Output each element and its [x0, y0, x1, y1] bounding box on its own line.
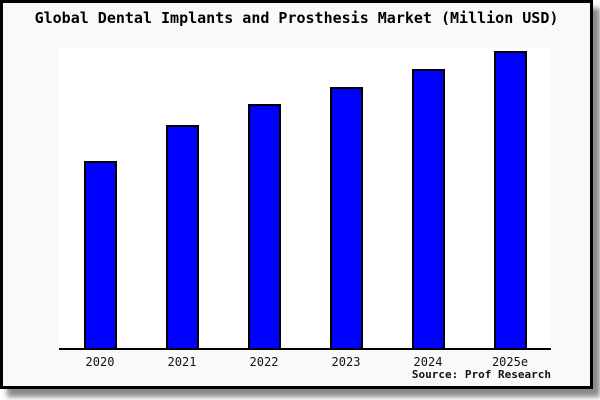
plot-area [59, 48, 551, 350]
bar-2025e [493, 51, 527, 348]
x-tick-label-2021: 2021 [167, 355, 197, 369]
bar-2020 [83, 160, 117, 348]
bar-slot-2023 [305, 48, 387, 348]
bar-slot-2022 [223, 48, 305, 348]
bar-2023 [329, 86, 363, 348]
x-axis-labels: 2020 2021 2022 2023 2024 2025e [59, 355, 551, 369]
x-tick-label-2025e: 2025e [491, 355, 529, 369]
bar-2021 [165, 125, 199, 348]
bar-slot-2021 [141, 48, 223, 348]
chart-title: Global Dental Implants and Prosthesis Ma… [34, 9, 559, 27]
bar-slot-2020 [59, 48, 141, 348]
x-tick-label-2020: 2020 [85, 355, 115, 369]
x-tick-label-2023: 2023 [331, 355, 361, 369]
bar-2024 [411, 68, 445, 348]
bar-slot-2024 [387, 48, 469, 348]
source-attribution: Source: Prof Research [411, 368, 551, 381]
bar-2022 [247, 104, 281, 348]
bar-group [59, 48, 551, 348]
chart-frame: Global Dental Implants and Prosthesis Ma… [0, 0, 593, 389]
bar-slot-2025e [469, 48, 551, 348]
x-tick-label-2024: 2024 [413, 355, 443, 369]
x-tick-label-2022: 2022 [249, 355, 279, 369]
